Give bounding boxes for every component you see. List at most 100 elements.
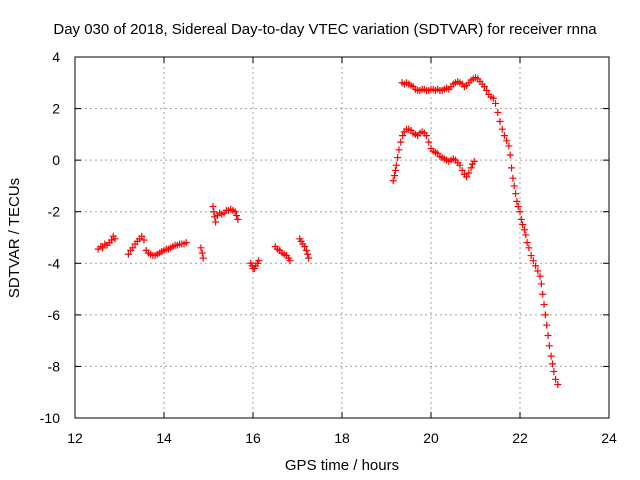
data-point [480, 83, 488, 91]
x-tick-label: 16 [245, 430, 261, 446]
x-tick-label: 22 [512, 430, 528, 446]
data-point [138, 232, 146, 240]
data-point [517, 215, 525, 223]
data-point [496, 117, 504, 125]
data-point [550, 368, 558, 376]
data-point [397, 138, 405, 146]
y-tick-label: -8 [48, 358, 61, 374]
y-tick-label: -10 [40, 410, 60, 426]
data-point [210, 208, 218, 216]
data-point [543, 321, 551, 329]
data-point [209, 203, 217, 211]
data-point [552, 375, 560, 383]
data-point [506, 151, 514, 159]
data-point [458, 166, 466, 174]
y-axis-label: SDTVAR / TECUs [6, 178, 23, 298]
data-point [212, 218, 220, 226]
x-tick-label: 14 [156, 430, 172, 446]
data-point [489, 94, 497, 102]
x-tick-label: 18 [334, 430, 350, 446]
data-point [231, 208, 239, 216]
data-point [140, 236, 148, 244]
x-tick-labels: 12 14 16 18 20 22 24 [67, 430, 617, 446]
data-point [514, 203, 522, 211]
data-point [498, 125, 506, 133]
data-point [539, 290, 547, 298]
data-point [540, 301, 548, 309]
y-tick-label: -4 [48, 255, 61, 271]
data-point [198, 249, 206, 257]
x-tick-label: 20 [423, 430, 439, 446]
data-point [465, 169, 473, 177]
data-point [516, 208, 524, 216]
data-point [234, 215, 242, 223]
data-point [513, 197, 521, 205]
y-tick-labels: 4 2 0 -2 -4 -6 -8 -10 [40, 49, 60, 426]
data-point [304, 250, 312, 258]
data-point [302, 246, 310, 254]
data-point [519, 221, 527, 229]
y-tick-label: 0 [52, 152, 60, 168]
data-point [399, 132, 407, 140]
data-point [423, 132, 431, 140]
data-point [305, 254, 313, 262]
y-tick-label: -6 [48, 307, 61, 323]
data-point [529, 257, 537, 265]
data-point [520, 226, 528, 234]
data-point [534, 267, 542, 275]
data-point [425, 138, 433, 146]
x-axis-label: GPS time / hours [285, 457, 399, 474]
x-tick-label: 12 [67, 430, 83, 446]
y-tick-label: 2 [52, 101, 60, 117]
data-point [391, 166, 399, 174]
y-tick-label: 4 [52, 49, 60, 65]
data-point [197, 244, 205, 252]
data-point [492, 99, 500, 107]
y-tick-label: -2 [48, 204, 61, 220]
chart-title: Day 030 of 2018, Sidereal Day-to-day VTE… [53, 21, 597, 38]
data-point [547, 352, 555, 360]
data-point [467, 164, 475, 172]
data-point [512, 190, 520, 198]
data-point [107, 236, 115, 244]
data-point [554, 380, 562, 388]
data-point [536, 272, 544, 280]
data-point [395, 146, 403, 154]
data-point [129, 244, 137, 252]
data-point [522, 231, 530, 239]
data-point [527, 252, 535, 260]
data-point [124, 250, 132, 258]
data-point [525, 244, 533, 252]
data-point [483, 87, 491, 95]
data-point [508, 164, 516, 172]
data-point [301, 243, 309, 251]
data-point [537, 280, 545, 288]
data-point [523, 239, 531, 247]
data-point [494, 108, 502, 116]
data-point [255, 257, 263, 265]
data-point [509, 174, 517, 182]
x-tick-label: 24 [601, 430, 617, 446]
data-point [505, 142, 513, 150]
data-point [470, 157, 478, 165]
data-point [182, 239, 190, 247]
grid-lines [75, 57, 609, 418]
data-point [394, 154, 402, 162]
data-point [541, 311, 549, 319]
data-point [199, 254, 207, 262]
data-point [392, 161, 400, 169]
data-point [532, 262, 540, 270]
data-point [111, 235, 119, 243]
data-point [544, 331, 552, 339]
data-point [510, 182, 518, 190]
data-point [503, 137, 511, 145]
data-point [456, 161, 464, 169]
data-point [545, 342, 553, 350]
data-point [391, 172, 399, 180]
data-point [500, 132, 508, 140]
data-point [463, 173, 471, 181]
data-points [94, 74, 562, 388]
data-point [548, 360, 556, 368]
data-point [389, 177, 397, 185]
axis-ticks [74, 56, 610, 419]
